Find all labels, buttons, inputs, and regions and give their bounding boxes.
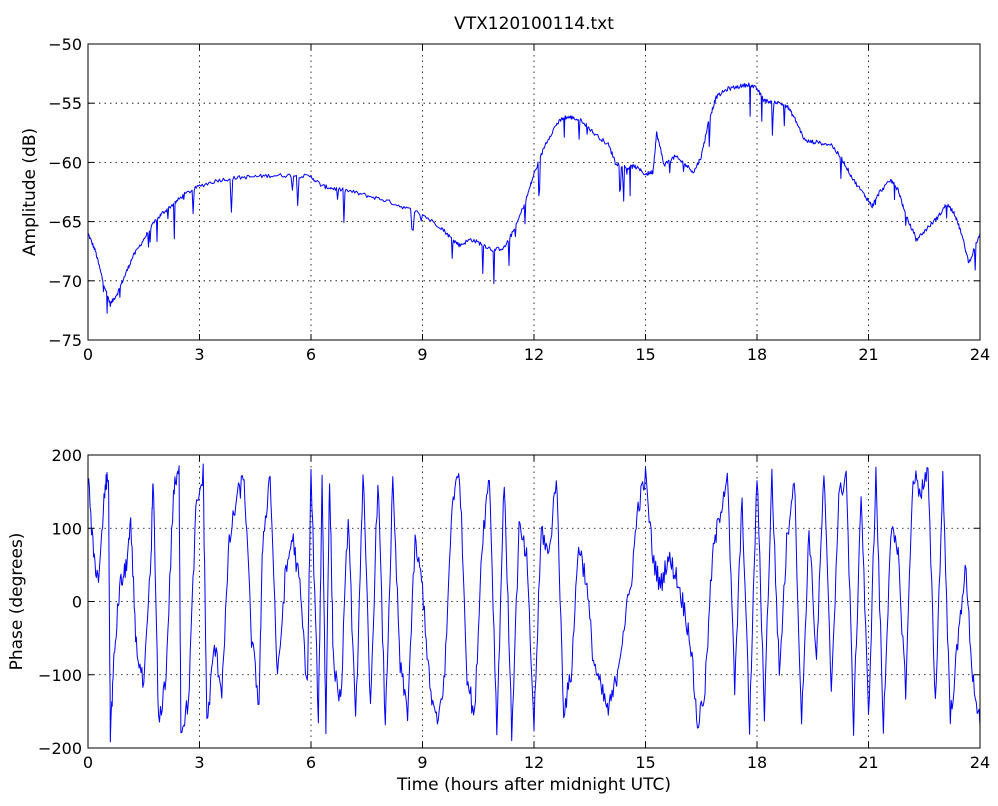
- amplitude-ytick-label-0: −75: [48, 331, 82, 350]
- amplitude-xtick-label-8: 24: [970, 345, 990, 364]
- phase-xtick-label-1: 3: [194, 753, 204, 772]
- phase-ytick-label-3: 100: [51, 519, 82, 538]
- chart-title: VTX120100114.txt: [454, 14, 614, 34]
- amplitude-ytick-label-5: −50: [48, 35, 82, 54]
- phase-xtick-label-8: 24: [970, 753, 990, 772]
- phase-panel: 0 3 6 9 12 15 18 21 24 −200 −100 0 100 200 Time (hours…: [7, 446, 990, 795]
- phase-ytick-label-2: 0: [72, 593, 82, 612]
- amplitude-ytick-label-1: −70: [48, 272, 82, 291]
- amplitude-xtick-label-4: 12: [524, 345, 544, 364]
- amplitude-xtick-label-5: 15: [635, 345, 655, 364]
- amplitude-ytick-label-4: −55: [48, 94, 82, 113]
- amplitude-panel: 0 3 6 9 12 15 18 21 24 −75 −70 −65 −60 −55 −50 VTX12010…: [20, 14, 990, 364]
- phase-ytick-label-1: −100: [38, 666, 82, 685]
- phase-trace: [87, 463, 981, 743]
- amplitude-xtick-label-6: 18: [747, 345, 767, 364]
- phase-xtick-label-6: 18: [747, 753, 767, 772]
- amplitude-ytick-label-3: −60: [48, 153, 82, 172]
- amplitude-y-axis-label: Amplitude (dB): [20, 128, 40, 256]
- phase-y-axis-label: Phase (degrees): [7, 533, 27, 671]
- phase-xtick-label-4: 12: [524, 753, 544, 772]
- phase-x-axis-label: Time (hours after midnight UTC): [396, 775, 671, 795]
- amplitude-xtick-label-7: 21: [858, 345, 878, 364]
- amplitude-xtick-label-3: 9: [417, 345, 427, 364]
- amplitude-xtick-label-1: 3: [194, 345, 204, 364]
- phase-xtick-label-0: 0: [83, 753, 93, 772]
- amplitude-trace: [87, 82, 981, 314]
- amplitude-xtick-label-0: 0: [83, 345, 93, 364]
- phase-ytick-label-0: −200: [38, 739, 82, 758]
- phase-ytick-label-4: 200: [51, 446, 82, 465]
- amplitude-xtick-label-2: 6: [306, 345, 316, 364]
- phase-xtick-label-3: 9: [417, 753, 427, 772]
- amplitude-ytick-label-2: −65: [48, 213, 82, 232]
- phase-xtick-label-5: 15: [635, 753, 655, 772]
- phase-xtick-label-7: 21: [858, 753, 878, 772]
- phase-xtick-label-2: 6: [306, 753, 316, 772]
